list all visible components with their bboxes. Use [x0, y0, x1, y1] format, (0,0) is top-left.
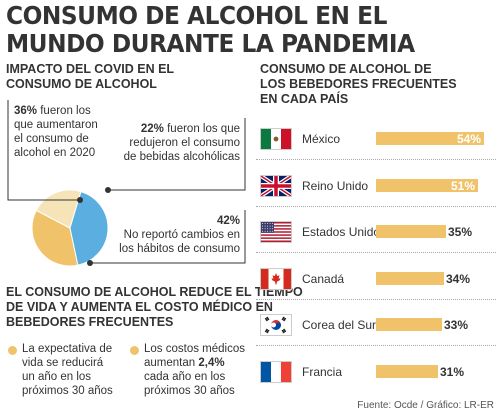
bar-value-label: 33% — [444, 318, 469, 332]
bar-row-0: México 54% — [256, 127, 496, 157]
bar — [376, 364, 438, 378]
health-section-title-line2: DE VIDA Y AUMENTA EL COSTO MÉDICO EN — [6, 300, 273, 314]
bar-section-title-line2: LOS BEBEDORES FRECUENTES — [260, 77, 457, 91]
bar-value-label: 54% — [456, 132, 481, 146]
bar-row-4: Corea del Sur 33% — [256, 313, 496, 343]
usa-flag-icon — [260, 221, 292, 243]
medical-costs-text1: Los costos médicos — [144, 343, 245, 355]
row-divider — [256, 159, 496, 160]
source-credit: Fuente: Ocde / Gráfico: LR-ER — [357, 400, 494, 411]
medical-costs-text3: cada año en los — [144, 371, 226, 383]
bar-row-3: Canadá 34% — [256, 267, 496, 297]
leader-line-none — [90, 210, 246, 264]
leader-dot-down — [105, 187, 111, 193]
leader-line-down — [108, 118, 246, 191]
bar-category-label: México — [302, 132, 341, 146]
pie-label-increased-text4: alcohol en 2020 — [14, 147, 96, 159]
row-divider — [256, 252, 496, 253]
pie-section-title: IMPACTO DEL COVID EN EL CONSUMO DE ALCOH… — [6, 62, 174, 92]
bar-section-title-line3: EN CADA PAÍS — [260, 92, 349, 106]
row-divider — [256, 205, 496, 207]
bar-value-label: 51% — [450, 178, 475, 193]
medical-costs-text4: próximos 30 años — [144, 385, 235, 397]
page-title-line1: CONSUMO DE ALCOHOL EN EL — [6, 1, 387, 30]
pie-label-decreased-text3: de bebidas alcohólicas — [123, 151, 240, 163]
pie-label-decreased: 22% fueron los que redujeron el consumo … — [100, 122, 240, 164]
row-divider — [256, 345, 496, 346]
pie-label-decreased-text2: redujeron el consumo — [129, 137, 240, 149]
pie-label-nochange: 42% No reportó cambios en los hábitos de… — [100, 214, 240, 256]
bullet-dot-life — [8, 346, 17, 355]
medical-costs-note: Los costos médicos aumentan 2,4% cada añ… — [144, 342, 245, 398]
medical-costs-pct: 2,4% — [198, 357, 225, 369]
mexico-flag-icon — [260, 128, 292, 150]
health-section-title: EL CONSUMO DE ALCOHOL REDUCE EL TIEMPO D… — [6, 285, 303, 330]
medical-costs-text2: aumentan — [144, 357, 196, 369]
life-expectancy-text4: próximos 30 años — [22, 385, 113, 397]
pie-section-title-line1: IMPACTO DEL COVID EN EL — [6, 62, 175, 76]
pie-label-increased-pct: 36% — [14, 105, 38, 117]
bar-section-title: CONSUMO DE ALCOHOL DE LOS BEBEDORES FREC… — [260, 62, 457, 107]
pie-label-increased-text3: el consumo de — [14, 133, 89, 145]
pie-label-increased: 36% fueron los que aumentaron el consumo… — [14, 104, 98, 160]
bar-category-label: Reino Unido — [302, 178, 369, 193]
bar-row-1: Reino Unido 51% — [256, 174, 496, 204]
bar-section-title-line1: CONSUMO DE ALCOHOL DE — [260, 62, 432, 76]
pie-label-increased-text1: fueron los — [40, 105, 91, 117]
bar — [376, 318, 442, 331]
leader-dot-none — [87, 260, 93, 266]
bar-value-label: 34% — [446, 271, 471, 286]
life-expectancy-text1: La expectativa de — [22, 343, 113, 355]
bar-category-label: Estados Unidos — [302, 225, 387, 239]
health-section-title-line3: BEBEDORES FRECUENTES — [6, 315, 174, 329]
pie-label-increased-text2: que aumentaron — [14, 119, 98, 131]
bar-category-label: Corea del Sur — [302, 318, 377, 332]
pie-label-decreased-text1: fueron los que — [167, 123, 240, 135]
bullet-dot-costs — [130, 346, 139, 355]
bar-value-label: 31% — [440, 364, 465, 379]
canada-flag-icon — [260, 267, 292, 290]
pie-section-title-line2: CONSUMO DE ALCOHOL — [6, 77, 157, 91]
leader-line-up — [7, 100, 80, 201]
bar — [376, 178, 478, 192]
bar-value-label: 35% — [448, 225, 473, 239]
bar-category-label: Canadá — [302, 271, 345, 286]
life-expectancy-text3: un año en los — [22, 371, 92, 383]
page-title: CONSUMO DE ALCOHOL EN EL MUNDO DURANTE L… — [6, 2, 462, 58]
life-expectancy-note: La expectativa de vida se reducirá un añ… — [22, 342, 113, 398]
page-title-line2: MUNDO DURANTE LA PANDEMIA — [6, 29, 415, 58]
pie-label-nochange-text1: No reportó cambios en — [123, 229, 240, 241]
bar-row-5: Francia 31% — [256, 360, 496, 390]
pie-slice-increased — [31, 209, 79, 267]
bar-category-label: Francia — [302, 364, 343, 379]
life-expectancy-text2: vida se reducirá — [22, 357, 104, 369]
bar-row-2: Estados Unidos 35% — [256, 220, 496, 250]
pie-label-nochange-text2: los hábitos de consumo — [119, 243, 240, 255]
pie-label-decreased-pct: 22% — [140, 123, 164, 135]
france-flag-icon — [260, 360, 292, 383]
south-korea-flag-icon — [260, 314, 292, 336]
bar — [376, 132, 484, 145]
bar — [376, 271, 444, 285]
uk-flag-icon — [260, 174, 292, 197]
pie-label-nochange-pct: 42% — [216, 215, 240, 227]
health-section-title-line1: EL CONSUMO DE ALCOHOL REDUCE EL TIEMPO — [6, 285, 303, 299]
bar — [376, 225, 446, 238]
leader-dot-up — [77, 197, 83, 203]
row-divider — [256, 298, 496, 300]
